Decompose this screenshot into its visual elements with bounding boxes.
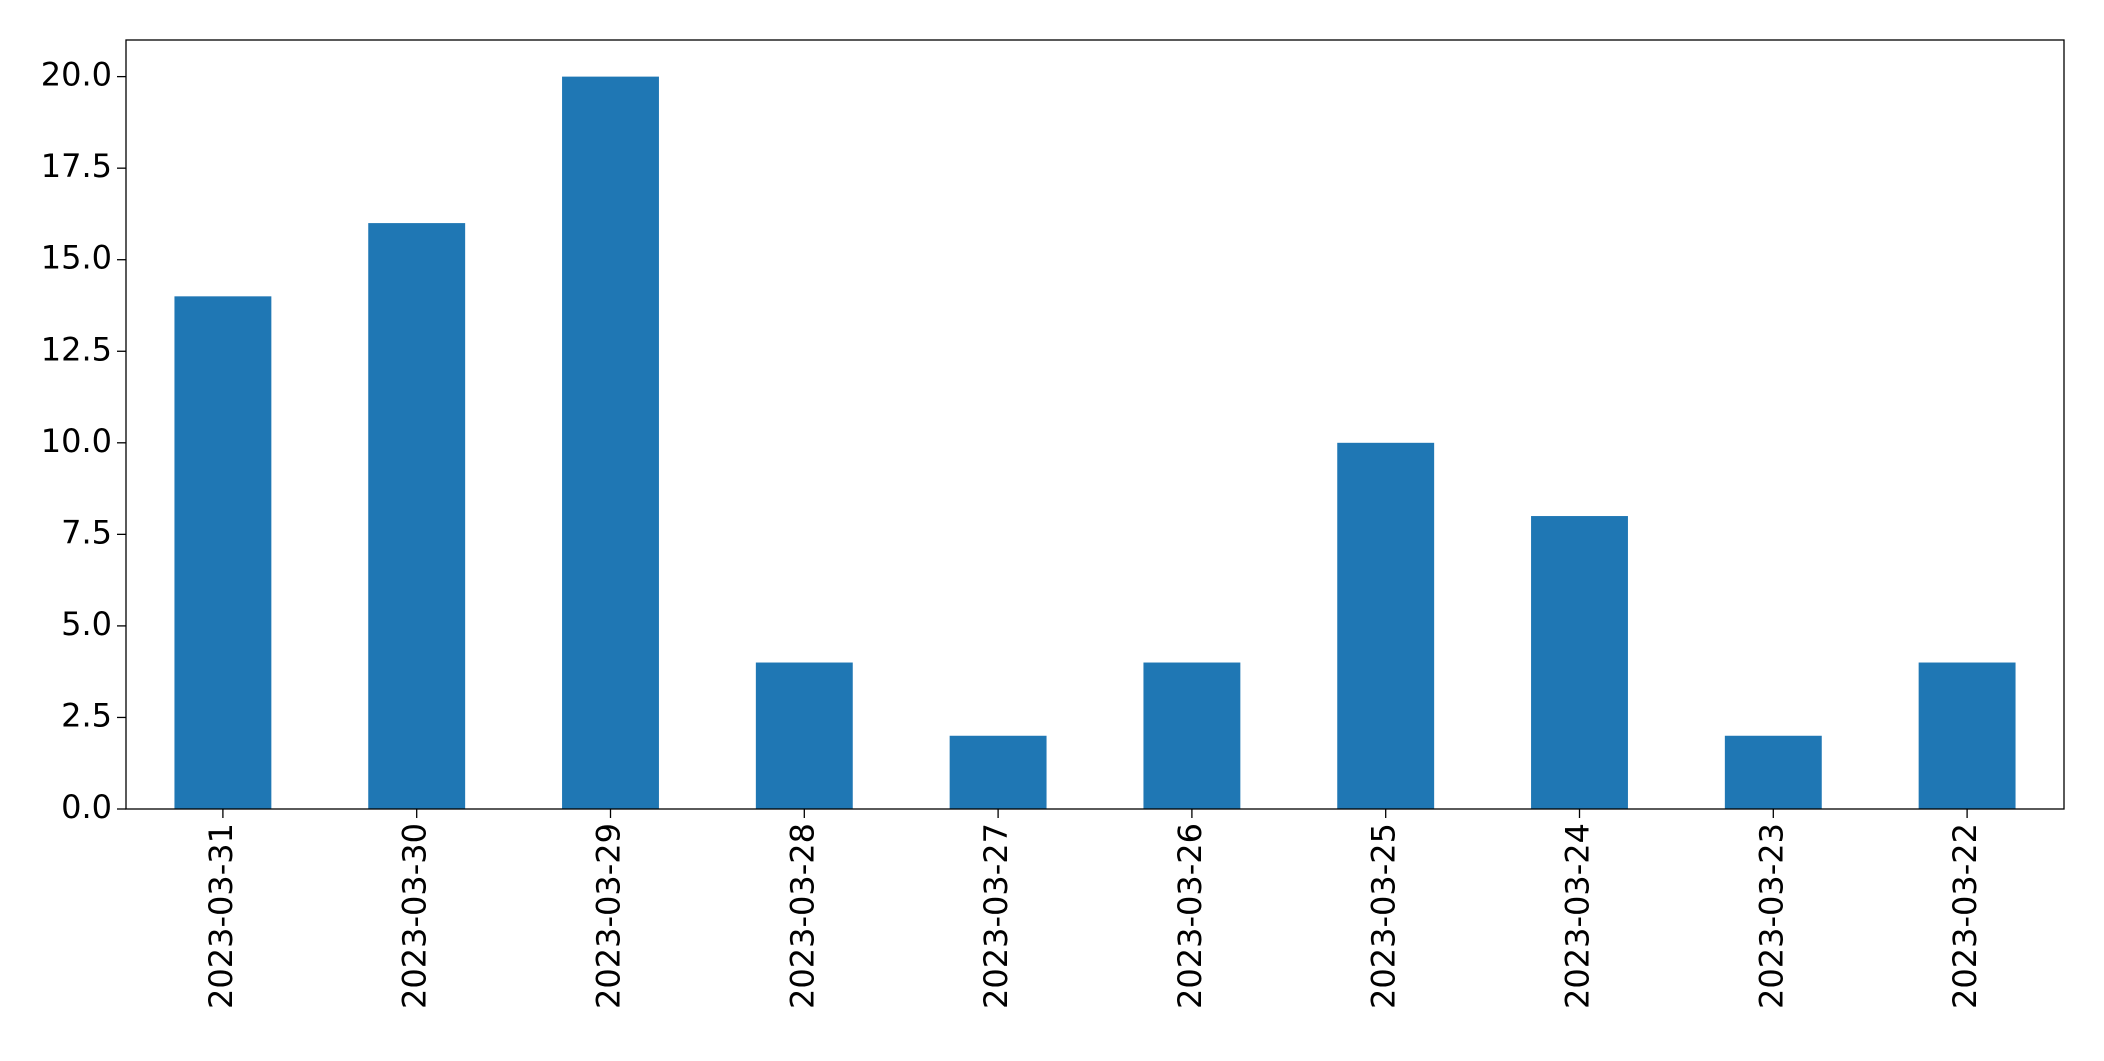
bar [1531, 516, 1628, 809]
bar [949, 735, 1047, 809]
bar [174, 296, 272, 809]
x-tick-label: 2023-03-24 [1559, 823, 1597, 1009]
bar [755, 662, 853, 809]
bar [1337, 442, 1435, 809]
y-tick-label: 0.0 [61, 788, 112, 826]
plot-frame [125, 39, 2065, 810]
y-tick-label: 17.5 [41, 147, 112, 185]
bar [1724, 735, 1822, 809]
x-tick-label: 2023-03-25 [1365, 823, 1403, 1009]
x-tick-label: 2023-03-29 [590, 823, 628, 1009]
y-tick-label: 2.5 [61, 696, 112, 734]
bar [562, 76, 659, 810]
y-tick-label: 15.0 [41, 239, 112, 277]
x-tick-label: 2023-03-26 [1171, 823, 1209, 1009]
y-tick-label: 12.5 [41, 330, 112, 368]
bar [1918, 662, 2016, 809]
x-tick-label: 2023-03-23 [1752, 823, 1790, 1009]
x-tick-label: 2023-03-30 [396, 823, 434, 1009]
bar [368, 223, 466, 810]
y-tick-label: 20.0 [41, 56, 112, 94]
bar [1143, 662, 1241, 809]
x-tick-label: 2023-03-27 [977, 823, 1015, 1009]
y-tick-label: 5.0 [61, 605, 112, 643]
x-tick-label: 2023-03-22 [1946, 823, 1984, 1009]
x-tick-label: 2023-03-28 [783, 823, 821, 1009]
y-tick-label: 7.5 [61, 513, 112, 551]
y-tick-label: 10.0 [41, 422, 112, 460]
x-tick-label: 2023-03-31 [202, 823, 240, 1009]
